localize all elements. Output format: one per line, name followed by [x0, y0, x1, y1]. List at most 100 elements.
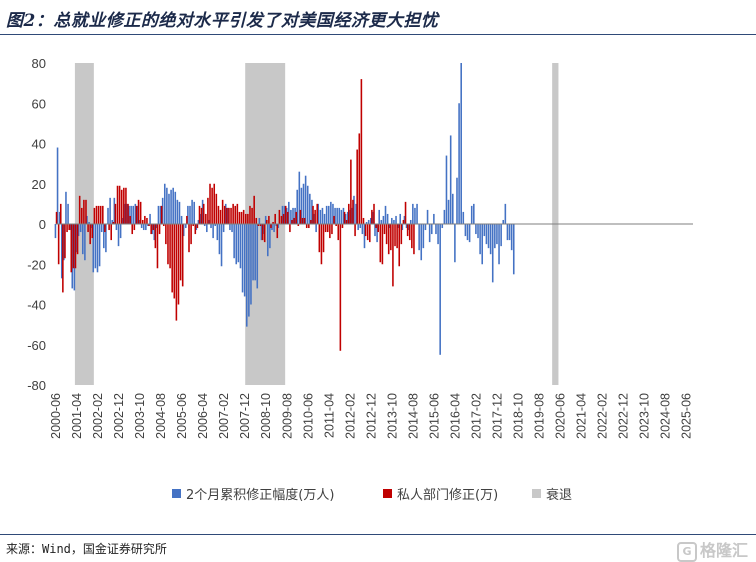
x-tick-label: 2018-10 — [512, 393, 526, 439]
bar-total — [367, 219, 370, 224]
bar-total — [407, 224, 410, 231]
bar-private — [238, 211, 241, 224]
bar-private — [228, 207, 230, 224]
bar-private — [89, 224, 91, 245]
bar-private — [175, 224, 178, 321]
bar-private — [341, 224, 344, 229]
bar-total — [100, 224, 103, 233]
bar-total — [378, 209, 380, 224]
bar-total — [166, 187, 168, 224]
bar-total — [395, 215, 397, 224]
bar-total — [466, 224, 469, 241]
bar-total — [353, 195, 355, 224]
legend-label: 2个月累积修正幅度(万人) — [186, 487, 334, 503]
bar-private — [333, 215, 335, 224]
bar-total — [418, 224, 420, 251]
bar-total — [304, 175, 307, 224]
bar-total — [180, 215, 183, 224]
bar-private — [110, 224, 113, 241]
bar-total — [376, 224, 378, 243]
bar-private — [322, 224, 325, 253]
bar-private — [167, 224, 169, 265]
bar-private — [257, 224, 260, 227]
bar-total — [193, 201, 195, 224]
bar-private — [144, 215, 146, 224]
bar-total — [60, 224, 63, 279]
bar-total — [69, 224, 71, 231]
bar-total — [342, 207, 345, 224]
bar-total — [426, 209, 429, 224]
bar-total — [250, 224, 252, 305]
bar-total — [170, 189, 172, 224]
bar-private — [377, 224, 379, 233]
x-tick-label: 2002-02 — [91, 393, 105, 439]
bar-total — [489, 224, 492, 255]
bar-private — [192, 224, 194, 227]
bar-private — [394, 224, 396, 247]
bar-private — [347, 203, 350, 224]
bar-total — [473, 203, 475, 224]
bar-total — [372, 211, 374, 224]
bar-total — [185, 224, 187, 229]
bar-private — [312, 205, 314, 224]
bar-total — [346, 211, 349, 224]
bar-total — [231, 224, 233, 233]
bar-total — [79, 224, 82, 233]
bar-total — [351, 207, 353, 224]
bar-total — [359, 224, 362, 229]
y-tick-label: -20 — [27, 257, 46, 272]
bar-private — [287, 211, 289, 224]
bar-total — [117, 224, 120, 247]
bar-private — [354, 224, 356, 237]
bar-private — [364, 224, 367, 237]
bar-private — [299, 209, 302, 224]
bar-private — [211, 187, 213, 224]
bar-total — [147, 224, 149, 227]
bar-total — [441, 224, 444, 229]
bar-total — [321, 207, 324, 224]
bar-private — [64, 224, 66, 259]
bar-total — [357, 224, 359, 231]
bar-private — [350, 159, 352, 224]
bar-total — [203, 224, 206, 227]
bar-private — [411, 224, 413, 249]
bar-private — [297, 224, 300, 227]
title-bar: 图2：总就业修正的绝对水平引发了对美国经济更大担忧 — [0, 0, 756, 35]
bar-total — [470, 205, 473, 224]
bar-total — [155, 224, 158, 229]
bar-total — [313, 213, 315, 224]
watermark-logo-icon: G — [676, 541, 697, 562]
y-tick-label: 20 — [32, 177, 46, 192]
bar-total — [382, 215, 385, 224]
bar-total — [306, 185, 309, 224]
y-tick-label: 60 — [32, 96, 46, 111]
bar-private — [305, 224, 308, 229]
legend-label: 衰退 — [546, 487, 572, 503]
bar-total — [96, 224, 99, 273]
y-tick-label: -40 — [27, 298, 46, 313]
bar-total — [256, 224, 259, 289]
bar-total — [187, 205, 189, 224]
bar-private — [207, 197, 209, 224]
bar-total — [403, 215, 406, 224]
bar-total — [65, 191, 67, 224]
bar-total — [384, 205, 387, 224]
bar-private — [320, 224, 323, 265]
bar-private — [141, 219, 144, 224]
bar-private — [131, 224, 134, 235]
bar-total — [191, 199, 193, 224]
bar-total — [311, 199, 313, 224]
bar-total — [456, 177, 458, 224]
bar-total — [216, 224, 219, 241]
bar-private — [308, 224, 310, 229]
bar-private — [339, 224, 342, 351]
bar-total — [63, 224, 65, 261]
bar-private — [226, 207, 228, 224]
bar-private — [234, 205, 237, 224]
bar-private — [190, 224, 192, 245]
x-tick-label: 2005-06 — [175, 393, 189, 439]
bar-private — [146, 217, 148, 224]
bar-private — [127, 203, 129, 224]
bar-total — [254, 224, 256, 281]
bar-total — [126, 203, 128, 224]
